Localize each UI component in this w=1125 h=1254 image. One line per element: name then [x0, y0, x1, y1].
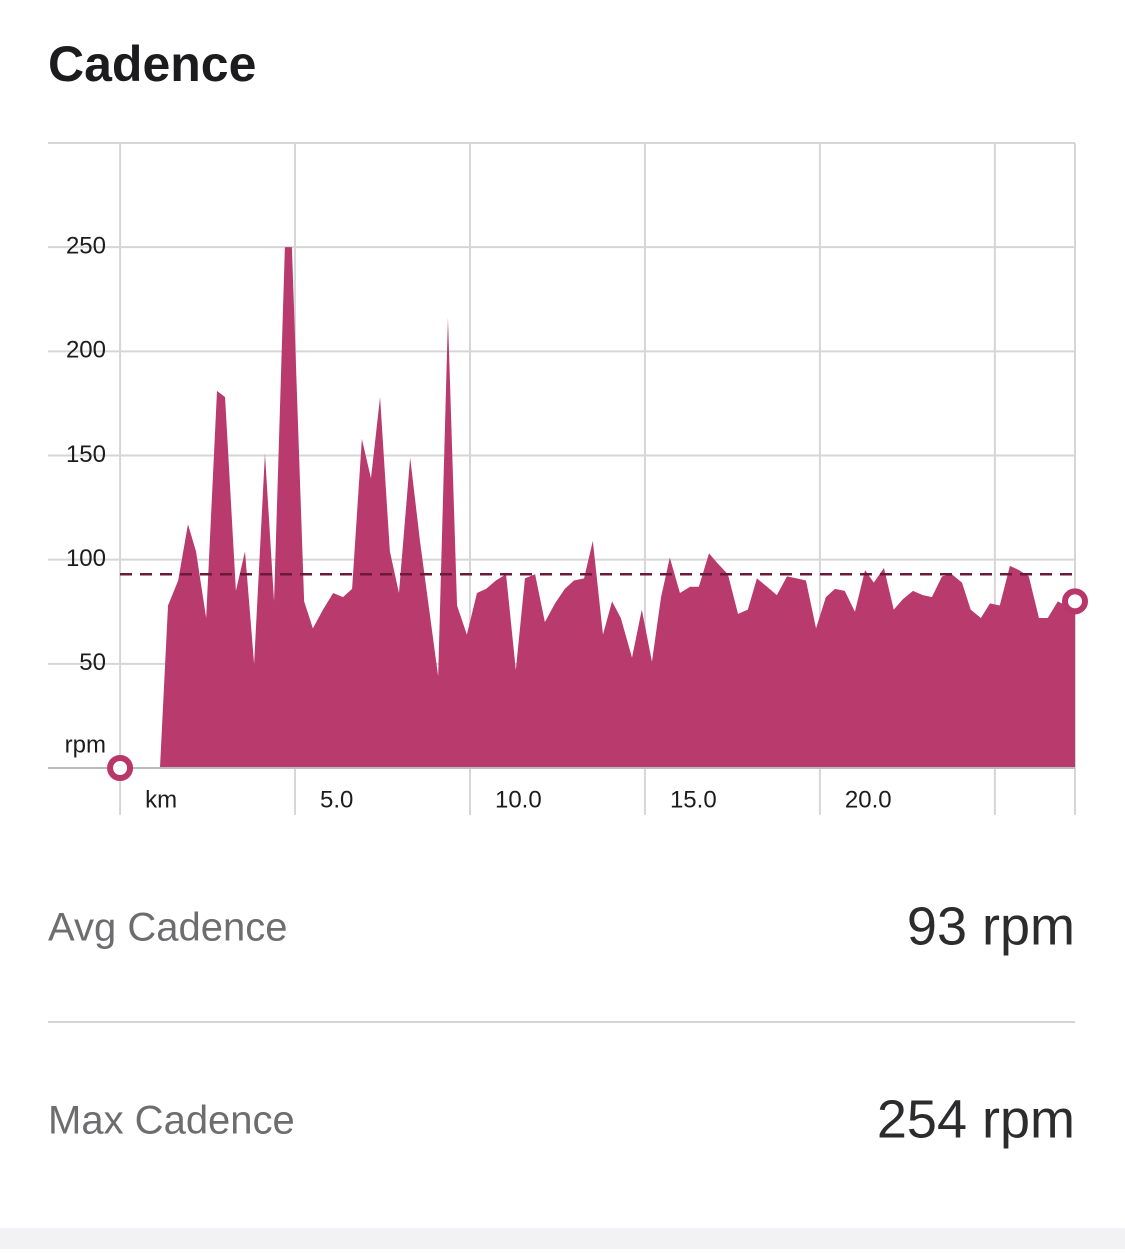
range-handle-end[interactable]: [1062, 588, 1088, 615]
stat-value: 254 rpm: [877, 1089, 1075, 1149]
range-handle-start[interactable]: [107, 755, 134, 781]
y-tick-label: 50: [79, 649, 106, 676]
stat-label: Avg Cadence: [48, 906, 287, 950]
stat-value: 93 rpm: [907, 896, 1075, 956]
y-tick-label: 250: [66, 233, 106, 260]
stat-label: Max Cadence: [48, 1099, 295, 1143]
cadence-area: [159, 247, 1075, 768]
x-tick-label: 20.0: [845, 786, 892, 813]
x-tick-label: 10.0: [495, 786, 542, 813]
chart: 50 100 150 200 250 rpm km 5.0 10.0 15.0 20.0: [48, 142, 1088, 815]
y-tick-label: 100: [66, 545, 106, 572]
y-tick-label: 200: [66, 337, 106, 364]
chart-title: Cadence: [48, 36, 256, 92]
x-tick-label: km: [145, 786, 177, 813]
x-tick-label: 15.0: [670, 786, 717, 813]
stats: Avg Cadence 93 rpm Max Cadence 254 rpm: [48, 896, 1075, 1149]
y-axis-label: rpm: [65, 731, 106, 758]
footer-strip: [0, 1228, 1125, 1249]
y-tick-label: 150: [66, 441, 106, 468]
x-tick-label: 5.0: [320, 786, 353, 813]
